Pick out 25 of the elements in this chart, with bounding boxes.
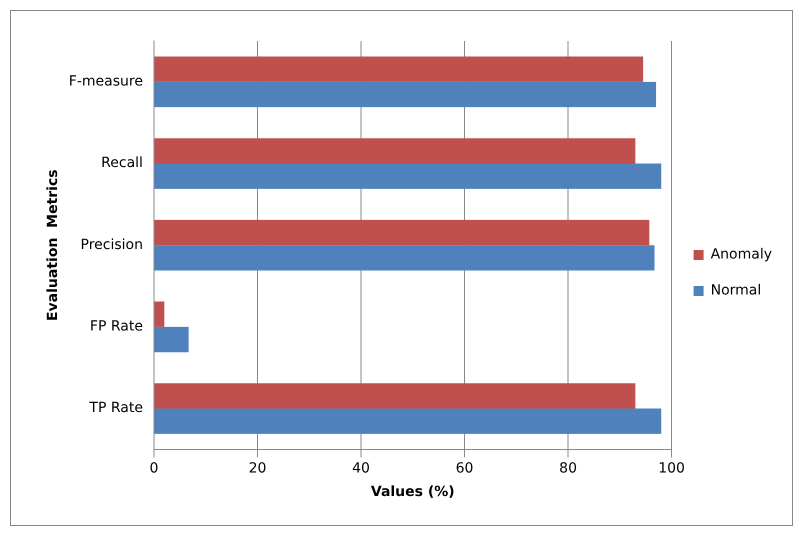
bar [154, 302, 164, 327]
y-axis-title: Evaluation Metrics [45, 169, 62, 322]
legend-label: Normal [710, 282, 762, 299]
bar [154, 220, 650, 246]
y-tick-label: Recall [101, 155, 143, 172]
y-tick-label: F-measure [68, 73, 143, 90]
legend-label: Anomaly [710, 246, 772, 263]
x-tick-label: 40 [352, 460, 370, 476]
bar [154, 326, 189, 352]
bar [154, 82, 656, 108]
x-axis-title: Values (%) [370, 484, 455, 500]
bar [154, 138, 636, 164]
bar [154, 164, 662, 189]
bar [154, 383, 636, 409]
x-tick-label: 80 [559, 460, 577, 476]
bar [154, 56, 644, 82]
bar [154, 408, 662, 434]
x-tick-label: 100 [658, 460, 685, 476]
y-tick-label: FP Rate [90, 318, 143, 335]
y-tick-label: Precision [80, 236, 143, 253]
y-tick-label: TP Rate [88, 400, 143, 416]
x-tick-label: 20 [248, 460, 266, 476]
x-tick-label: 60 [456, 460, 474, 476]
x-tick-label: 0 [150, 460, 158, 476]
bar [154, 245, 655, 271]
